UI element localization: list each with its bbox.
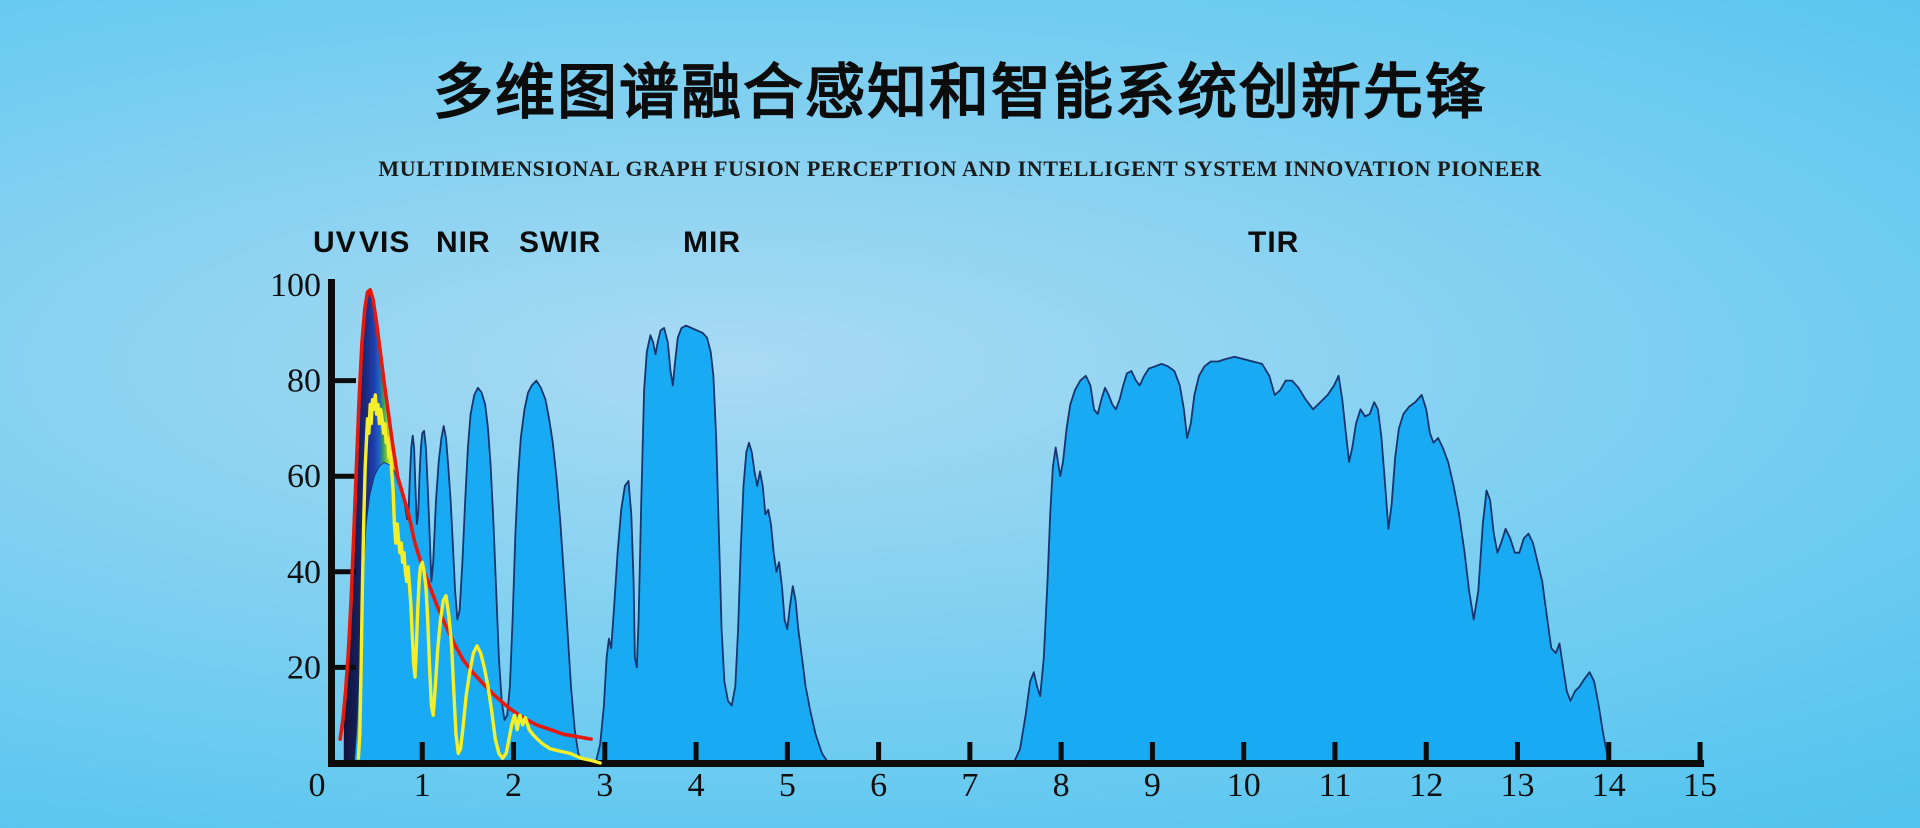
y-tick-label: 60 bbox=[287, 458, 321, 495]
x-tick-label: 11 bbox=[1319, 767, 1352, 804]
band-label-mir: MIR bbox=[683, 226, 741, 259]
x-tick-label: 6 bbox=[870, 767, 887, 804]
y-tick-label: 100 bbox=[270, 267, 321, 304]
x-tick-label: 2 bbox=[505, 767, 522, 804]
x-tick-label: 3 bbox=[596, 767, 613, 804]
x-tick-label: 14 bbox=[1592, 767, 1626, 804]
x-tick-label: 15 bbox=[1683, 767, 1717, 804]
band-label-nir: NIR bbox=[436, 226, 491, 259]
y-tick-label: 20 bbox=[287, 649, 321, 686]
transmission-windows-area bbox=[352, 324, 1701, 764]
band-label-uv: UV bbox=[313, 226, 357, 259]
x-tick-label: 10 bbox=[1227, 767, 1261, 804]
band-label-vis: VIS bbox=[359, 226, 411, 259]
x-tick-label: 4 bbox=[688, 767, 705, 804]
blackbody-curve bbox=[338, 288, 593, 741]
x-tick-label: 5 bbox=[779, 767, 796, 804]
x-tick-label: 9 bbox=[1144, 767, 1161, 804]
page-title: 多维图谱融合感知和智能系统创新先锋 bbox=[433, 59, 1487, 126]
page-subtitle: MULTIDIMENSIONAL GRAPH FUSION PERCEPTION… bbox=[378, 156, 1542, 181]
band-label-swir: SWIR bbox=[519, 226, 602, 259]
solar-irradiance-curve bbox=[356, 393, 602, 765]
x-tick-label: 12 bbox=[1409, 767, 1443, 804]
x-tick-label: 13 bbox=[1501, 767, 1535, 804]
x-tick-label: 7 bbox=[961, 767, 978, 804]
y-tick-label: 40 bbox=[287, 554, 321, 591]
x-tick-label: 1 bbox=[414, 767, 431, 804]
band-label-tir: TIR bbox=[1248, 226, 1300, 259]
x-tick-label: 8 bbox=[1053, 767, 1070, 804]
x-tick-label: 0 bbox=[309, 767, 326, 804]
y-tick-label: 80 bbox=[287, 363, 321, 400]
